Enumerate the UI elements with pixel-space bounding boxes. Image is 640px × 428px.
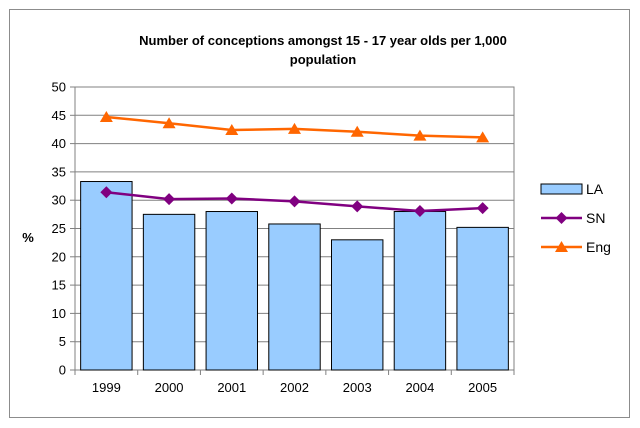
- y-axis-ticks: 0 5 10 15 20 25 30 35 40 45 50: [52, 80, 75, 378]
- point-Eng-2000: [162, 117, 176, 129]
- bar-LA-2005: [456, 226, 509, 371]
- x-tick-label: 2004: [405, 380, 434, 395]
- chart-title-line-1: Number of conceptions amongst 15 - 17 ye…: [139, 33, 507, 48]
- point-SN-2002: [288, 195, 301, 208]
- y-axis-label: %: [22, 230, 34, 245]
- x-tick-label: 2001: [217, 380, 246, 395]
- bar-LA-2002: [268, 223, 321, 371]
- point-SN-2001: [225, 192, 238, 205]
- legend-label-LA: LA: [586, 181, 604, 197]
- y-tick-label: 35: [52, 164, 66, 179]
- y-tick-label: 15: [52, 278, 66, 293]
- line-series-layer: [99, 110, 490, 217]
- x-tick-label: 2003: [343, 380, 372, 395]
- bar-LA-2001: [205, 211, 258, 371]
- legend-label-SN: SN: [586, 210, 605, 226]
- legend-swatch-LA: [540, 183, 583, 195]
- chart-title-line-2: population: [290, 52, 356, 67]
- y-tick-label: 25: [52, 221, 66, 236]
- bar-LA-1999: [80, 181, 133, 371]
- point-SN-2005: [476, 202, 489, 215]
- point-SN-2003: [351, 200, 364, 213]
- x-tick-label: 2005: [468, 380, 497, 395]
- x-axis-ticks: 1999 2000 2001 2002 2003 2004 2005: [74, 370, 515, 395]
- legend-label-Eng: Eng: [586, 239, 611, 255]
- point-Eng-2001: [225, 124, 239, 136]
- y-tick-label: 5: [59, 334, 66, 349]
- bar-series-layer: [80, 181, 509, 371]
- point-Eng-2004: [413, 129, 427, 141]
- legend-item-LA: LA: [540, 181, 604, 197]
- y-tick-label: 40: [52, 136, 66, 151]
- y-tick-label: 45: [52, 108, 66, 123]
- point-Eng-2002: [288, 122, 301, 134]
- y-tick-label: 0: [59, 363, 66, 378]
- bar-LA-2004: [393, 211, 447, 371]
- point-SN-2004: [413, 204, 426, 217]
- bar-LA-2003: [331, 239, 384, 371]
- y-tick-label: 10: [52, 306, 66, 321]
- legend-marker-Eng: [555, 241, 568, 252]
- y-tick-label: 30: [52, 193, 66, 208]
- legend-item-SN: SN: [541, 210, 605, 226]
- point-Eng-1999: [99, 110, 113, 122]
- point-Eng-2005: [476, 131, 490, 143]
- legend-marker-SN: [555, 212, 568, 224]
- y-tick-label: 20: [52, 249, 66, 264]
- bar-LA-2000: [142, 213, 196, 371]
- x-tick-label: 2000: [155, 380, 184, 395]
- point-SN-2000: [163, 193, 176, 206]
- point-SN-1999: [100, 186, 113, 199]
- legend-item-Eng: Eng: [541, 239, 611, 255]
- x-tick-label: 1999: [92, 380, 121, 395]
- point-Eng-2003: [350, 125, 364, 137]
- x-tick-label: 2002: [280, 380, 309, 395]
- y-tick-label: 50: [52, 80, 66, 95]
- legend: LA SN Eng: [540, 181, 611, 255]
